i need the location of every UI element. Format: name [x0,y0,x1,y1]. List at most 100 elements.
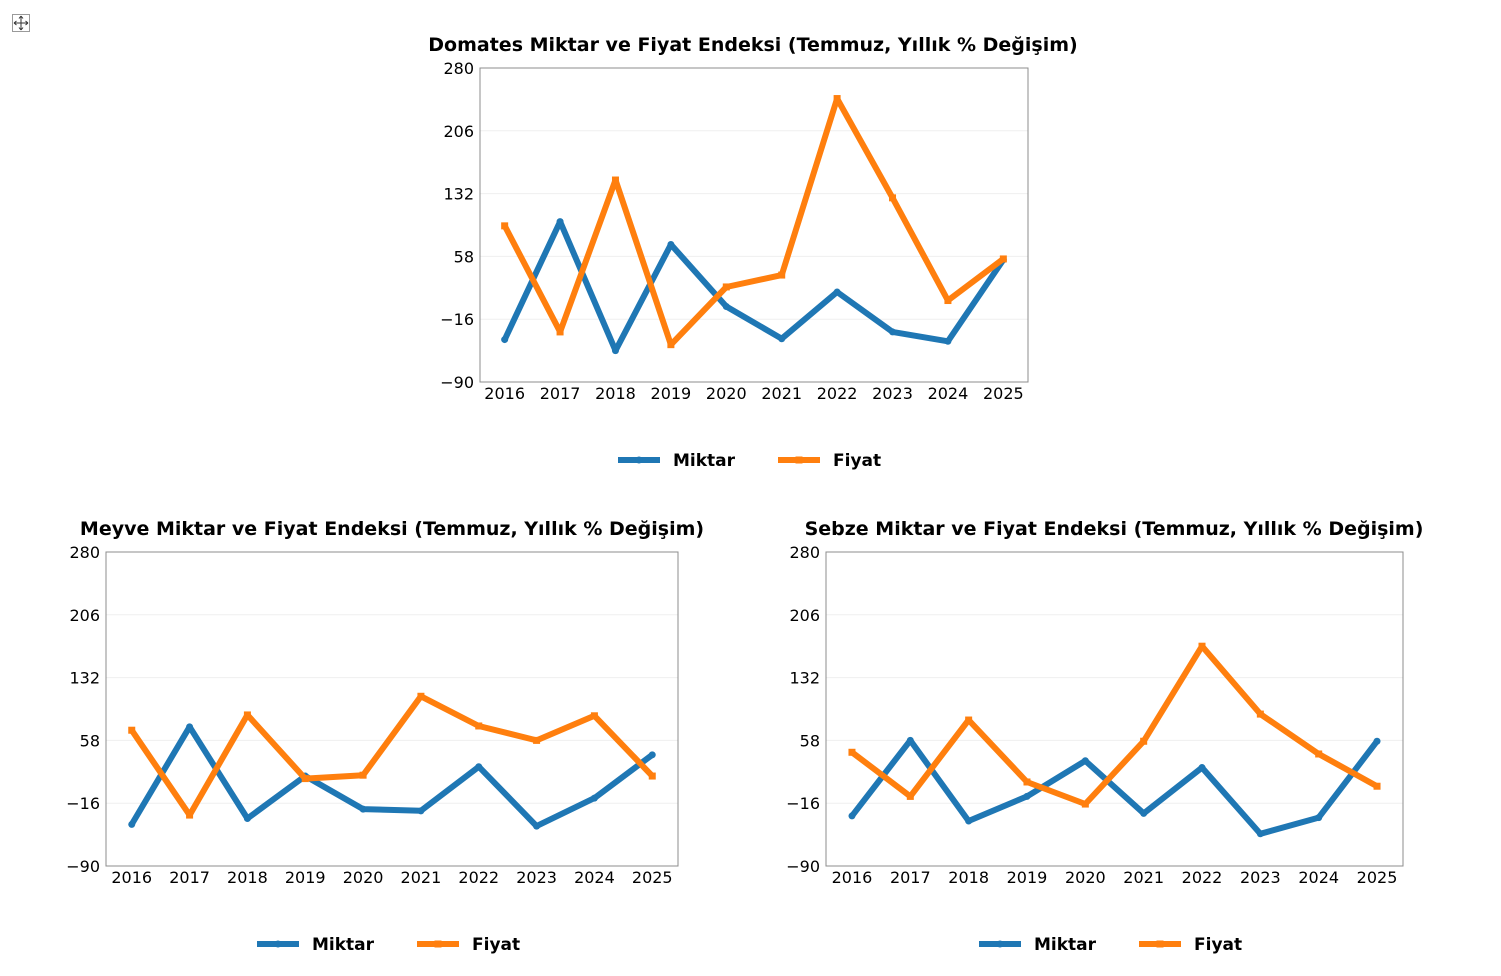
data-point-miktar [417,807,425,815]
x-tick-label: 2025 [1357,868,1398,887]
x-tick-label: 2018 [948,868,989,887]
data-point-miktar [1256,830,1264,838]
data-point-fiyat [475,722,483,730]
data-point-fiyat [1373,782,1381,790]
series-line-miktar [128,723,656,830]
x-tick-label: 2021 [1123,868,1164,887]
x-tick-label: 2022 [817,384,858,403]
y-tick-label: 280 [443,59,474,78]
data-point-fiyat [889,194,897,202]
legend-marker-miktar [274,940,282,948]
y-tick-label: −16 [786,794,820,813]
data-point-miktar [778,335,786,343]
chart-title: Domates Miktar ve Fiyat Endeksi (Temmuz,… [428,34,1077,56]
x-tick-label: 2024 [574,868,615,887]
data-point-fiyat [965,716,973,724]
data-point-miktar [667,241,675,249]
x-tick-label: 2021 [401,868,442,887]
data-point-fiyat [243,711,251,719]
data-point-fiyat [1081,800,1089,808]
data-point-fiyat [944,297,952,305]
x-tick-label: 2023 [516,868,557,887]
data-point-miktar [648,751,656,759]
x-tick-label: 2024 [1298,868,1339,887]
data-point-miktar [556,218,564,226]
data-point-fiyat [301,775,309,783]
y-tick-label: 132 [69,669,100,688]
x-tick-label: 2025 [983,384,1024,403]
x-tick-label: 2017 [540,384,581,403]
chart-title: Meyve Miktar ve Fiyat Endeksi (Temmuz, Y… [80,518,704,540]
y-tick-label: 280 [789,543,820,562]
data-point-miktar [475,763,483,771]
data-point-miktar [999,256,1007,264]
y-tick-label: 58 [80,731,100,750]
y-tick-label: 206 [443,122,474,141]
legend-marker-fiyat [434,940,442,948]
data-point-fiyat [533,736,541,744]
data-point-miktar [128,820,136,828]
x-tick-label: 2016 [111,868,152,887]
data-point-miktar [889,328,897,336]
y-tick-label: −90 [66,857,100,876]
series-line-miktar [849,737,1380,837]
legend-label-fiyat: Fiyat [833,451,881,471]
move-handle[interactable] [12,14,30,32]
data-point-fiyat [667,341,675,349]
x-tick-label: 2019 [285,868,326,887]
x-tick-label: 2024 [928,384,969,403]
x-tick-label: 2019 [651,384,692,403]
series-line-fiyat [501,95,1007,348]
data-point-fiyat [611,176,619,184]
plot-frame [825,551,1404,867]
x-tick-label: 2020 [1065,868,1106,887]
data-point-miktar [1140,809,1148,817]
legend-marker-fiyat [795,456,803,464]
y-tick-label: 132 [789,669,820,688]
x-tick-label: 2016 [832,868,873,887]
x-tick-label: 2022 [458,868,499,887]
data-point-fiyat [556,328,564,336]
data-point-miktar [965,817,973,825]
y-tick-label: 58 [454,247,474,266]
y-tick-label: 132 [443,185,474,204]
y-tick-label: 206 [69,606,100,625]
data-point-miktar [359,805,367,813]
legend-label-miktar: Miktar [312,935,375,955]
x-tick-label: 2018 [595,384,636,403]
y-tick-label: 280 [69,543,100,562]
chart-title: Sebze Miktar ve Fiyat Endeksi (Temmuz, Y… [805,518,1424,540]
data-point-fiyat [417,692,425,700]
y-tick-label: −90 [786,857,820,876]
legend-label-fiyat: Fiyat [472,935,520,955]
data-point-miktar [590,794,598,802]
legend-marker-miktar [996,940,1004,948]
data-point-fiyat [359,771,367,779]
legend: Miktar Fiyat [979,935,1242,955]
data-point-miktar [501,336,509,344]
plot-frame [479,67,1029,383]
x-tick-label: 2019 [1007,868,1048,887]
y-tick-label: −90 [440,373,474,392]
x-tick-label: 2022 [1182,868,1223,887]
legend: Miktar Fiyat [257,935,520,955]
data-point-fiyat [128,726,136,734]
data-point-fiyat [501,222,509,230]
legend-marker-fiyat [1156,940,1164,948]
move-icon [13,15,29,31]
x-tick-label: 2023 [1240,868,1281,887]
data-point-miktar [1198,764,1206,772]
y-tick-label: 206 [789,606,820,625]
data-point-fiyat [590,712,598,720]
data-point-fiyat [648,772,656,780]
x-tick-label: 2018 [227,868,268,887]
data-point-miktar [906,736,914,744]
data-point-fiyat [1023,778,1031,786]
legend: Miktar Fiyat [618,451,881,471]
data-point-miktar [301,772,309,780]
data-point-fiyat [1140,737,1148,745]
